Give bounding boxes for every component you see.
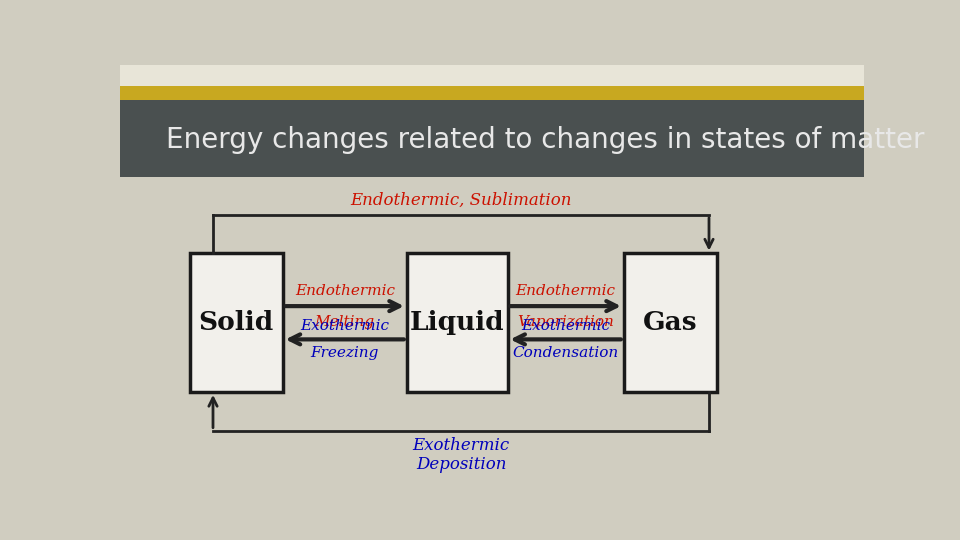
Text: Endothermic: Endothermic	[516, 284, 615, 298]
Bar	[407, 253, 508, 392]
Text: Exothermic: Exothermic	[521, 319, 611, 333]
Bar	[120, 65, 864, 86]
Text: Melting: Melting	[315, 314, 374, 328]
Text: Exothermic: Exothermic	[300, 319, 389, 333]
Text: Liquid: Liquid	[410, 310, 504, 335]
Text: Exothermic
Deposition: Exothermic Deposition	[413, 437, 510, 473]
Text: Solid: Solid	[199, 310, 274, 335]
Text: Condensation: Condensation	[513, 346, 619, 360]
Text: Endothermic: Endothermic	[295, 284, 395, 298]
Bar	[120, 86, 864, 100]
Text: Energy changes related to changes in states of matter: Energy changes related to changes in sta…	[166, 126, 925, 154]
Text: Vaporization: Vaporization	[517, 314, 614, 328]
Bar	[120, 177, 864, 481]
Bar	[120, 100, 864, 177]
Bar	[624, 253, 717, 392]
Text: Gas: Gas	[643, 310, 698, 335]
Bar	[190, 253, 283, 392]
Text: Freezing: Freezing	[311, 346, 379, 360]
Text: Endothermic, Sublimation: Endothermic, Sublimation	[350, 192, 572, 209]
